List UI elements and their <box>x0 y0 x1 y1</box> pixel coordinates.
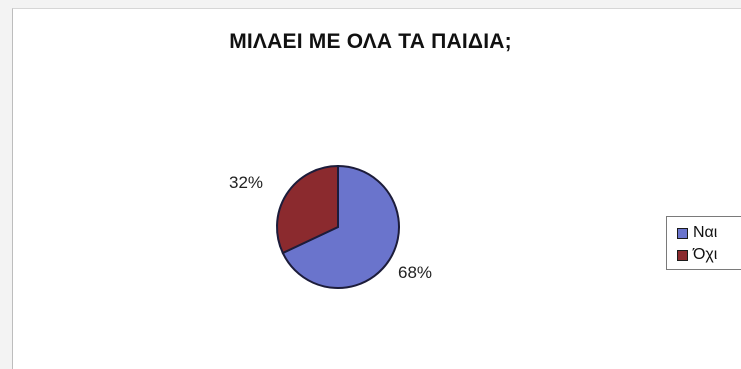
legend-item-yes: Ναι <box>677 223 717 243</box>
legend: Ναι Όχι <box>666 216 741 270</box>
legend-swatch-yes <box>677 227 688 239</box>
legend-label-yes: Ναι <box>693 224 718 241</box>
chart-title: ΜΙΛΑΕΙ ΜΕ ΟΛΑ ΤΑ ΠΑΙΔΙΑ; <box>229 30 512 53</box>
legend-swatch-no <box>677 249 688 261</box>
pie-slice-yes <box>281 164 400 289</box>
legend-label-no: Όχι <box>693 246 718 263</box>
data-label-no: 32% <box>229 173 263 192</box>
data-label-yes: 68% <box>398 263 432 282</box>
pie-slice-no <box>276 164 339 255</box>
pie-slices <box>276 164 400 289</box>
legend-item-no: Όχι <box>677 245 717 265</box>
